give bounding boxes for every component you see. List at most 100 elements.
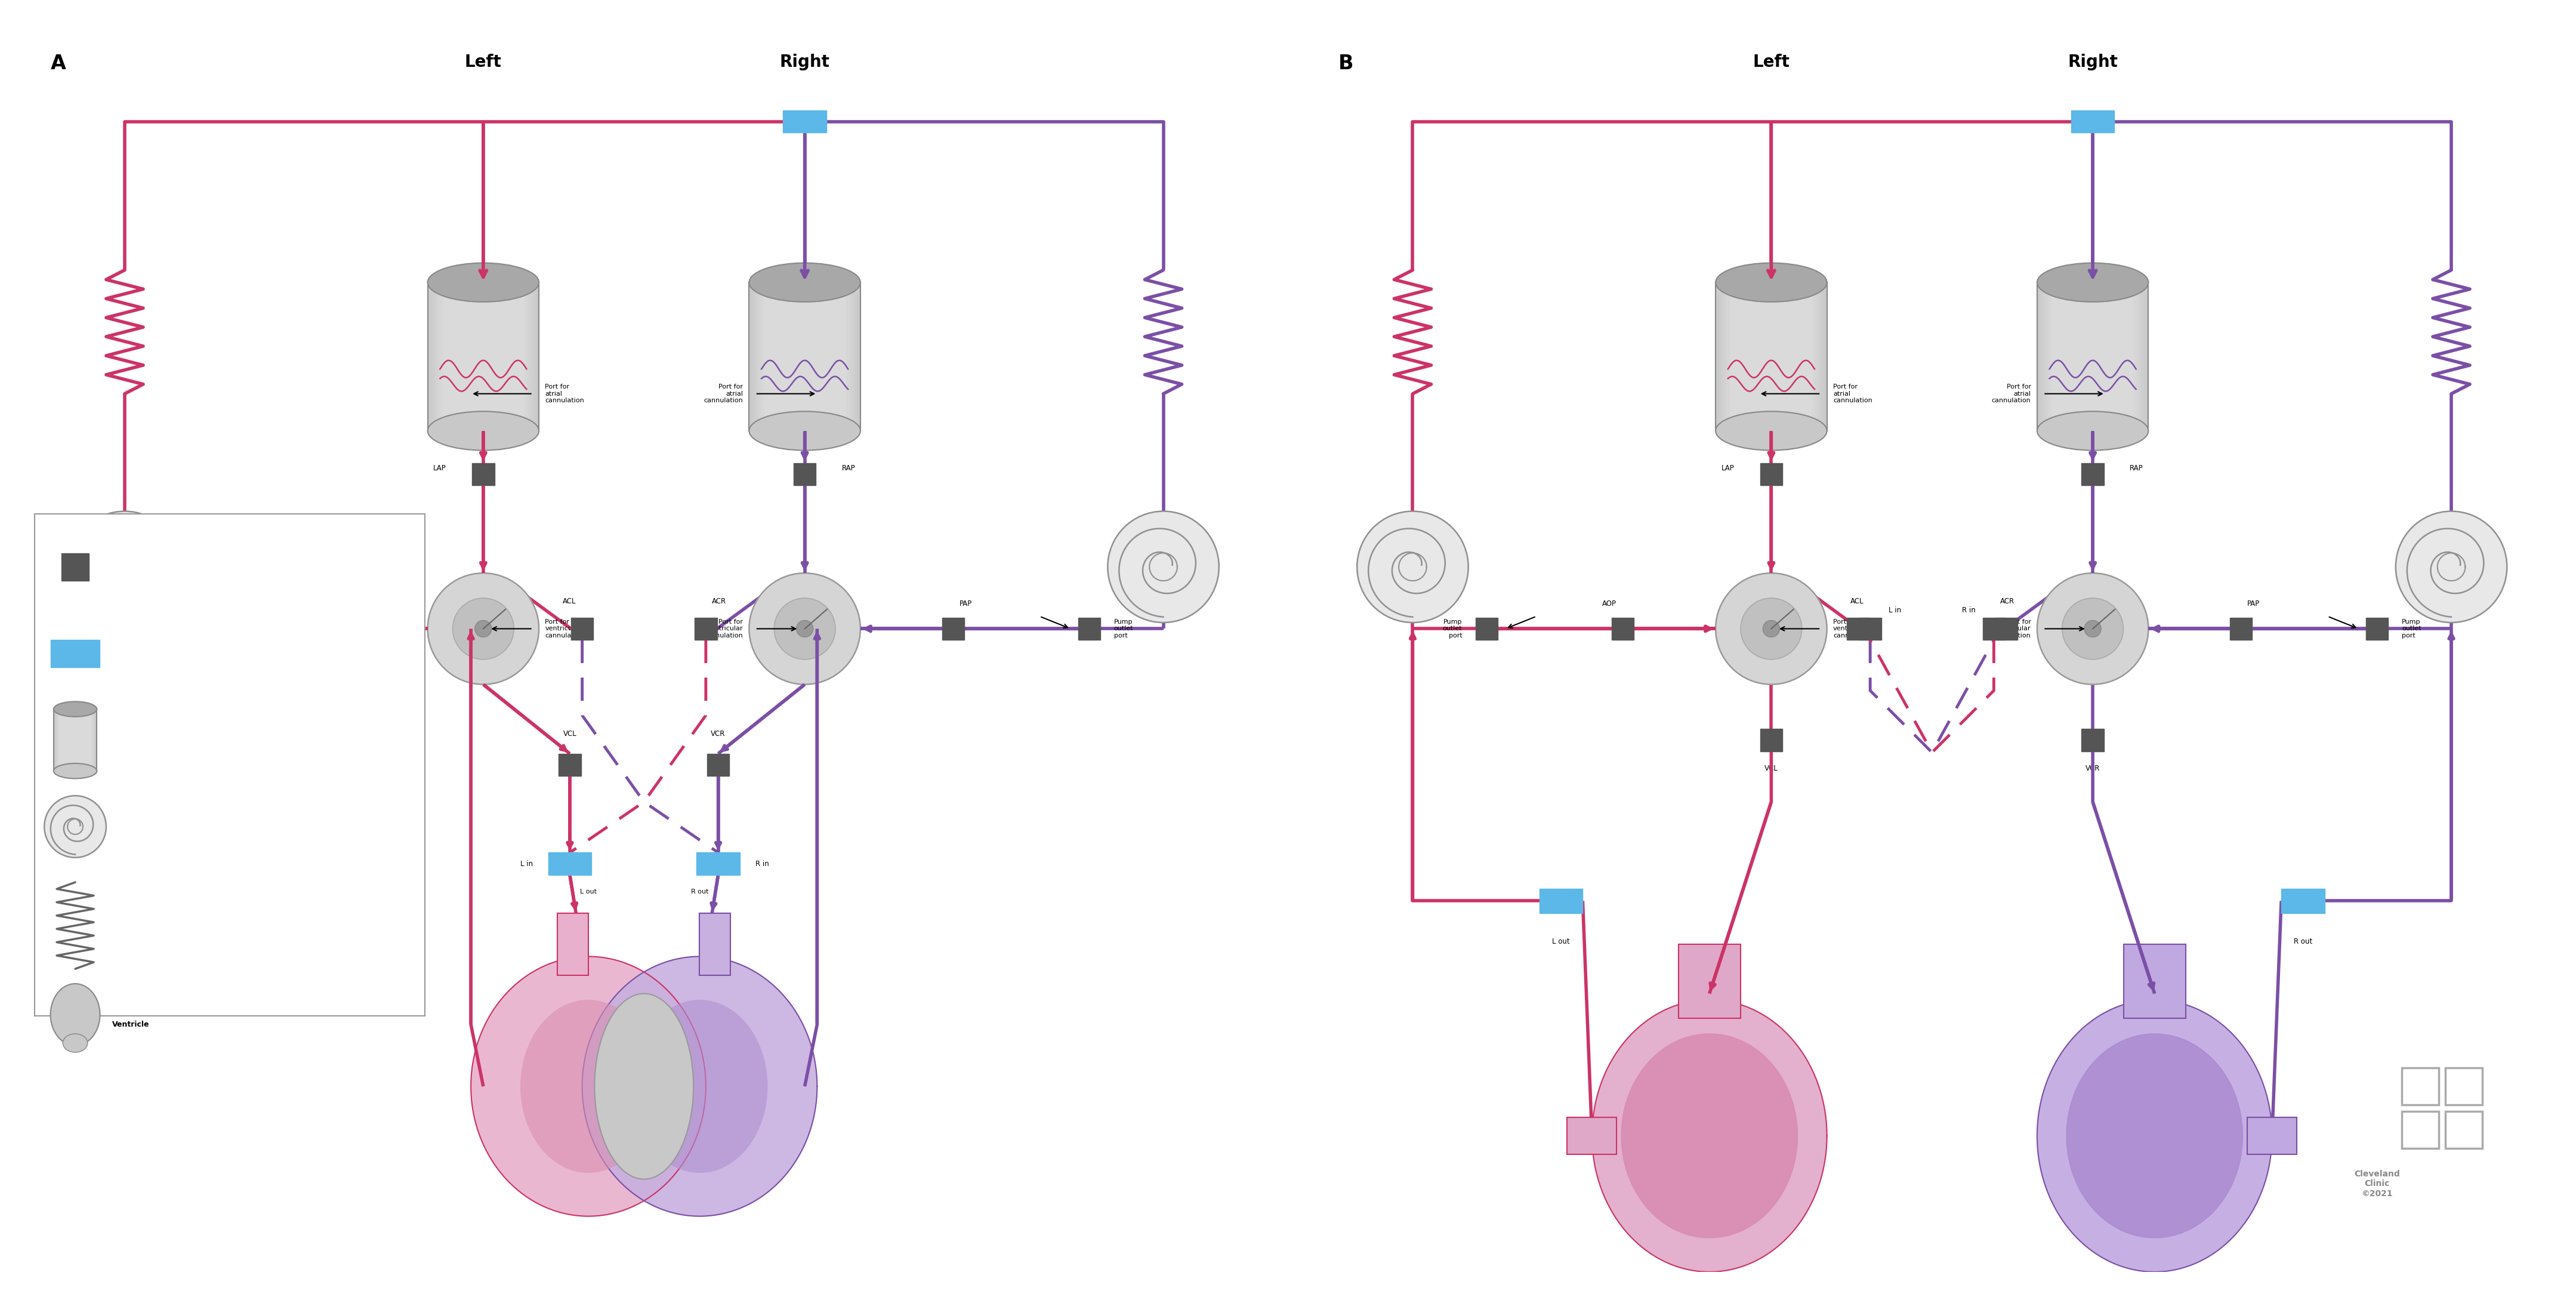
Bar [1728,282,1816,431]
Bar [2048,282,2136,431]
Text: B: B [1340,53,1355,74]
Bar [1759,729,1783,752]
Bar [57,709,95,771]
Bar [760,282,848,431]
Bar [1716,282,1826,431]
Bar [2282,889,2324,914]
Polygon shape [471,956,706,1216]
Bar [59,709,93,771]
Circle shape [2038,573,2148,685]
Bar [325,617,345,639]
Bar [2081,463,2105,485]
Text: Right: Right [2069,53,2117,70]
Text: Compliance: Compliance [113,823,160,831]
Text: LAP: LAP [1721,465,1734,472]
Text: VCR: VCR [2087,765,2099,773]
Polygon shape [2066,1034,2244,1238]
Text: Port for
ventricular
cannulation: Port for ventricular cannulation [703,619,742,639]
Circle shape [44,796,106,858]
Text: Left: Left [464,53,502,70]
Bar [443,282,523,431]
Text: Pump
outlet
port: Pump outlet port [155,619,175,639]
Bar [2071,110,2115,133]
Polygon shape [1592,1000,1826,1272]
Bar [2401,1112,2439,1148]
Text: Flow Probe: Flow Probe [113,650,160,657]
Text: AOP: AOP [314,600,330,608]
Bar [2123,945,2184,1018]
Bar [1077,617,1100,639]
Circle shape [2084,620,2102,637]
Bar [2050,282,2136,431]
Bar [750,282,858,431]
Text: R out: R out [2293,938,2313,946]
Bar [440,282,526,431]
Bar [1540,889,1582,914]
Bar [1566,1117,1618,1154]
Bar [2053,282,2133,431]
Bar [2048,282,2138,431]
Bar [2445,1112,2483,1148]
Bar [435,282,533,431]
Bar [765,282,845,431]
Bar [1984,617,2004,639]
Circle shape [428,573,538,685]
Polygon shape [582,956,817,1216]
Bar [1726,282,1816,431]
Bar [1723,282,1821,431]
Bar [2038,282,2146,431]
Text: RAP: RAP [2130,465,2143,472]
Bar [696,617,716,639]
Bar [435,282,533,431]
Text: L in: L in [520,859,533,867]
Text: A: A [52,53,67,74]
Bar [2445,1068,2483,1105]
Text: Pump
outlet
port: Pump outlet port [1113,619,1133,639]
Bar [2038,282,2148,431]
Bar [2246,1117,2298,1154]
Bar [2038,282,2146,431]
Bar [755,282,855,431]
Bar [752,282,858,431]
Text: Port for
atrial
cannulation: Port for atrial cannulation [703,384,742,404]
Bar [2401,1068,2439,1105]
Circle shape [1741,598,1801,660]
Text: Right: Right [781,53,829,70]
Bar [1847,617,1870,639]
Bar [1726,282,1816,431]
Bar [438,282,528,431]
Bar [54,709,95,771]
Ellipse shape [595,994,693,1179]
Text: Atrium: Atrium [113,736,142,744]
Bar [1994,617,2017,639]
Bar [1721,282,1821,431]
Bar [760,282,850,431]
Text: ACL: ACL [1850,598,1865,606]
Bar [2045,282,2141,431]
Circle shape [1108,511,1218,622]
Bar [433,282,533,431]
Text: Pump
outlet
port: Pump outlet port [1443,619,1463,639]
Bar [2040,282,2146,431]
Bar [57,709,93,771]
Bar [57,709,95,771]
Bar [760,282,848,431]
Text: ACR: ACR [711,598,726,606]
Text: AOP: AOP [1602,600,1618,608]
Bar [2043,282,2143,431]
Bar [755,282,853,431]
Bar [2050,282,2136,431]
Bar [443,282,523,431]
Ellipse shape [631,1000,768,1172]
Circle shape [2063,598,2123,660]
Circle shape [750,573,860,685]
Bar [440,282,528,431]
Bar [750,282,860,431]
Bar [59,709,90,771]
Bar [435,282,531,431]
Bar [701,914,732,976]
Bar [57,709,93,771]
Bar [1723,282,1819,431]
Text: L out: L out [1553,938,1569,946]
Bar [762,282,848,431]
